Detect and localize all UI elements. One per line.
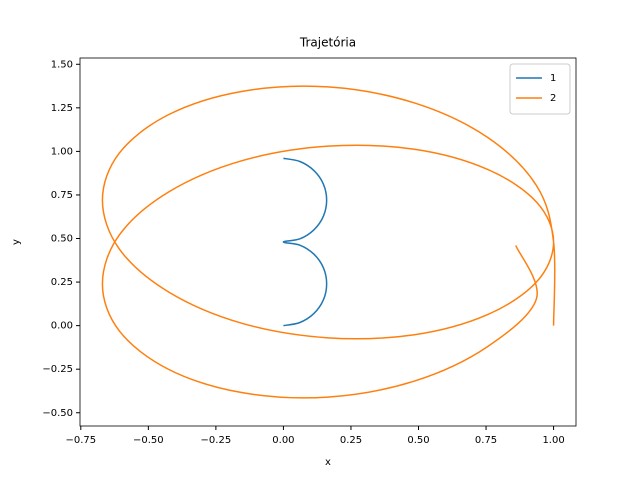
x-tick-label: −0.50 [133, 435, 164, 446]
y-tick-label: 0.75 [51, 190, 73, 201]
y-tick-label: −0.50 [42, 408, 73, 419]
y-tick-label: 1.25 [51, 103, 73, 114]
y-tick-label: 0.25 [51, 277, 73, 288]
legend-label: 1 [550, 73, 556, 84]
y-tick-label: 0.50 [51, 234, 73, 245]
chart-title: Trajetória [299, 36, 356, 50]
x-tick-label: 0.50 [407, 435, 429, 446]
legend-box [509, 63, 571, 115]
legend-label: 2 [550, 93, 556, 104]
y-tick-label: 1.50 [51, 59, 73, 70]
series-line [101, 85, 556, 399]
y-tick-label: 1.00 [51, 146, 73, 157]
x-tick-label: −0.25 [201, 435, 232, 446]
series-line [282, 157, 328, 327]
x-tick-label: 0.00 [272, 435, 294, 446]
y-axis-label: y [11, 239, 22, 245]
x-tick-label: 0.75 [475, 435, 497, 446]
plot-frame [79, 57, 577, 427]
x-axis-label: x [325, 457, 331, 468]
x-tick-label: −0.75 [65, 435, 96, 446]
x-tick-label: 0.25 [340, 435, 362, 446]
y-tick-label: −0.25 [42, 364, 73, 375]
x-tick-label: 1.00 [542, 435, 564, 446]
y-tick-label: 0.00 [51, 321, 73, 332]
